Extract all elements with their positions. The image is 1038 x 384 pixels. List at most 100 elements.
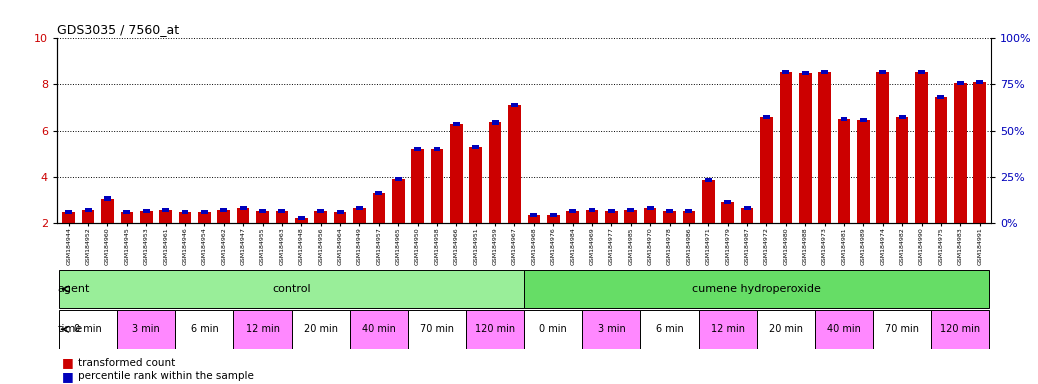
Bar <box>666 209 673 213</box>
Bar <box>298 216 305 220</box>
Bar <box>276 211 289 223</box>
Bar <box>702 180 714 223</box>
Bar <box>453 122 460 126</box>
Bar <box>175 310 234 349</box>
Bar <box>725 200 731 204</box>
Bar <box>918 70 925 74</box>
Bar <box>530 213 538 217</box>
Bar <box>408 310 466 349</box>
Bar <box>524 270 989 308</box>
Bar <box>683 211 695 223</box>
Bar <box>120 212 133 223</box>
Bar <box>237 208 249 223</box>
Bar <box>721 202 734 223</box>
Text: 6 min: 6 min <box>191 324 218 334</box>
Bar <box>318 209 324 213</box>
Bar <box>916 72 928 223</box>
Bar <box>104 197 111 200</box>
Bar <box>547 215 559 223</box>
Bar <box>65 210 73 214</box>
Bar <box>182 210 189 214</box>
Bar <box>931 310 989 349</box>
Bar <box>699 310 757 349</box>
Text: 3 min: 3 min <box>133 324 160 334</box>
Text: 20 min: 20 min <box>769 324 802 334</box>
Bar <box>353 208 365 223</box>
Bar <box>934 97 948 223</box>
Bar <box>278 209 285 213</box>
Bar <box>394 177 402 181</box>
Bar <box>201 210 208 214</box>
Bar <box>859 118 867 122</box>
Bar <box>59 310 117 349</box>
Bar <box>350 310 408 349</box>
Bar <box>411 149 424 223</box>
Bar <box>957 81 963 85</box>
Bar <box>472 145 480 149</box>
Bar <box>841 117 847 121</box>
Bar <box>524 310 582 349</box>
Bar <box>937 95 945 99</box>
Text: 40 min: 40 min <box>362 324 395 334</box>
Bar <box>605 211 618 223</box>
Text: 0 min: 0 min <box>540 324 567 334</box>
Bar <box>569 209 576 213</box>
Bar <box>143 209 149 213</box>
Text: ■: ■ <box>62 356 74 369</box>
Bar <box>783 70 789 74</box>
Bar <box>450 124 463 223</box>
Bar <box>511 103 518 107</box>
Bar <box>140 211 153 223</box>
Bar <box>705 178 712 182</box>
Bar <box>434 147 440 151</box>
Bar <box>414 147 421 151</box>
Text: 120 min: 120 min <box>475 324 515 334</box>
Bar <box>640 310 699 349</box>
Bar <box>260 209 266 213</box>
Bar <box>124 210 131 214</box>
Bar <box>743 206 750 210</box>
Bar <box>469 147 482 223</box>
Text: GDS3035 / 7560_at: GDS3035 / 7560_at <box>57 23 180 36</box>
Bar <box>976 80 983 84</box>
Bar <box>582 310 640 349</box>
Bar <box>220 208 227 212</box>
Bar <box>757 310 815 349</box>
Bar <box>974 82 986 223</box>
Bar <box>625 210 637 223</box>
Bar <box>799 73 812 223</box>
Bar <box>685 209 692 213</box>
Bar <box>336 210 344 214</box>
Bar <box>376 191 382 195</box>
Bar <box>162 208 169 212</box>
Bar <box>295 218 307 223</box>
Bar <box>159 210 172 223</box>
Bar <box>234 310 292 349</box>
Bar <box>763 115 770 119</box>
Text: 12 min: 12 min <box>246 324 279 334</box>
Bar <box>585 210 598 223</box>
Bar <box>589 208 596 212</box>
Bar <box>760 117 772 223</box>
Bar <box>85 208 91 212</box>
Bar <box>292 310 350 349</box>
Bar <box>838 119 850 223</box>
Bar <box>509 105 521 223</box>
Text: agent: agent <box>57 284 90 294</box>
Bar <box>550 213 556 217</box>
Bar <box>879 70 886 74</box>
Text: 12 min: 12 min <box>711 324 744 334</box>
Bar <box>815 310 873 349</box>
Bar <box>117 310 175 349</box>
Bar <box>644 208 656 223</box>
Bar <box>59 270 524 308</box>
Bar <box>896 117 908 223</box>
Bar <box>873 310 931 349</box>
Bar <box>818 72 830 223</box>
Bar <box>82 210 94 223</box>
Bar <box>373 193 385 223</box>
Bar <box>527 215 540 223</box>
Text: 70 min: 70 min <box>420 324 454 334</box>
Text: 70 min: 70 min <box>885 324 919 334</box>
Bar <box>489 122 501 223</box>
